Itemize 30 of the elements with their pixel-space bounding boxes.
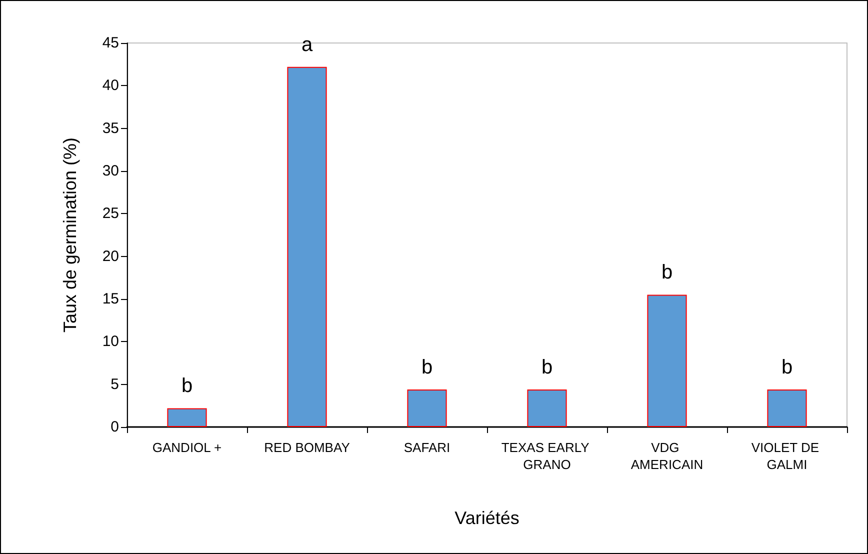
y-tick-label: 35 xyxy=(102,120,119,137)
data-label: b xyxy=(421,356,433,378)
x-tick-label: RED BOMBAY xyxy=(264,440,350,455)
bar xyxy=(647,294,687,427)
y-tick-label: 45 xyxy=(102,34,119,52)
bar xyxy=(527,389,567,427)
data-label: b xyxy=(781,356,793,378)
data-label: b xyxy=(181,375,193,398)
y-tick-label: 0 xyxy=(110,418,119,436)
x-tick-label: VDG AMERICAIN xyxy=(630,440,704,472)
bar xyxy=(767,389,807,427)
data-label: b xyxy=(541,356,553,378)
y-tick-label: 25 xyxy=(102,205,119,222)
y-tick-label: 40 xyxy=(102,77,119,94)
x-axis-title: Variétés xyxy=(454,508,520,528)
x-tick-label: VIOLET DE GALMI xyxy=(751,440,823,472)
bar xyxy=(167,408,207,427)
y-tick-label: 5 xyxy=(110,376,119,393)
y-tick-label: 10 xyxy=(102,333,119,350)
y-tick-label: 20 xyxy=(102,248,119,265)
data-label: b xyxy=(661,262,673,284)
data-label: a xyxy=(301,34,314,56)
bar xyxy=(287,66,327,427)
y-tick-label: 30 xyxy=(102,162,119,180)
y-tick-label: 15 xyxy=(102,290,119,308)
x-tick-label: GANDIOL + xyxy=(152,440,222,455)
y-axis-title: Taux de germination (%) xyxy=(60,137,80,333)
x-tick-label: SAFARI xyxy=(404,440,450,455)
bar xyxy=(407,389,447,427)
x-tick-label: TEXAS EARLY GRANO xyxy=(501,440,593,472)
